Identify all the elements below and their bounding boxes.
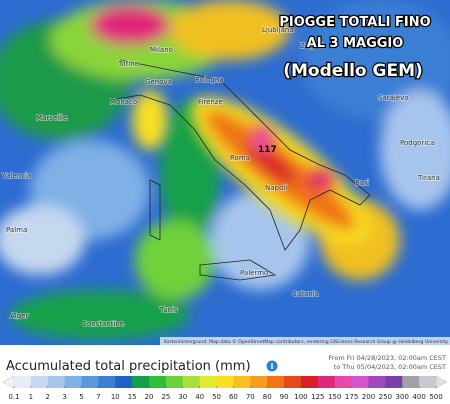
city-label: Valencia: [2, 172, 31, 180]
colorbar-tick-label: 70: [246, 393, 255, 401]
colorbar-bin: [199, 376, 217, 388]
colorbar-tick-label: 10: [111, 393, 120, 401]
coastline: [109, 59, 371, 281]
city-label: Milano: [150, 46, 173, 54]
colorbar-bin: [132, 376, 150, 388]
city-label: Torino: [117, 60, 139, 68]
city-label: Constantine: [82, 320, 124, 328]
city-label: Alger: [10, 312, 28, 320]
colorbar-tick-label: 0.1: [8, 393, 19, 401]
colorbar-bin: [402, 376, 420, 388]
city-label: Catania: [292, 290, 319, 298]
colorbar-bin: [149, 376, 167, 388]
colorbar-tick-label: 150: [328, 393, 341, 401]
city-label: Tunis: [159, 306, 178, 314]
max-value-label: 117: [258, 145, 277, 155]
colorbar-tick-label: 1: [29, 393, 33, 401]
colorbar-bin: [216, 376, 234, 388]
colorbar-bin: [267, 376, 285, 388]
city-label: Palermo: [240, 269, 268, 277]
colorbar-tick-label: 500: [429, 393, 442, 401]
attribution-bg: [160, 337, 450, 345]
city-label: Tirana: [417, 174, 440, 182]
colorbar-bin: [317, 376, 336, 388]
colorbar-tick-label: 7: [96, 393, 100, 401]
colorbar-tick-label: 200: [362, 393, 375, 401]
colorbar-tick-label: 250: [379, 393, 392, 401]
info-icon[interactable]: [266, 360, 278, 372]
overlay-title: PIOGGE TOTALI FINO: [279, 15, 430, 30]
date-to: to Thu 05/04/2023, 02:00am CEST: [334, 363, 446, 371]
colorbar-bin: [30, 376, 49, 388]
colorbar-bin: [165, 376, 184, 388]
colorbar-tick-label: 50: [212, 393, 221, 401]
city-label: Napoli: [265, 184, 287, 192]
colorbar-bin: [233, 376, 251, 388]
colorbar-tick-label: 40: [195, 393, 204, 401]
date-from: From Fri 04/28/2023, 02:00am CEST: [329, 354, 446, 362]
colorbar-tick-label: 400: [412, 393, 425, 401]
colorbar-bin: [300, 376, 319, 388]
colorbar-tick-label: 2: [46, 393, 50, 401]
colorbar-tick-label: 3: [62, 393, 66, 401]
city-label: Genova: [145, 78, 172, 86]
city-label: Sarajevo: [378, 94, 409, 102]
city-label: Roma: [230, 154, 250, 162]
overlay-title: (Modello GEM): [283, 61, 423, 81]
colorbar: 0.1 1 2 3 5 7 10 15 20 25 30 40 50 60 70 80 90 100 125 150 1…: [8, 376, 443, 401]
colorbar-bin: [385, 376, 403, 388]
colorbar-tick-label: 175: [345, 393, 358, 401]
city-label: Podgorica: [400, 139, 434, 147]
colorbar-tick-label: 25: [161, 393, 170, 401]
colorbar-bin: [419, 376, 437, 388]
colorbar-tick-label: 90: [280, 393, 289, 401]
map: Ljubljana Zagreb Torino Milano Genova Bo…: [0, 0, 450, 345]
legend-panel: [0, 345, 450, 404]
colorbar-tick-label: 20: [145, 393, 154, 401]
colorbar-bin: [47, 376, 65, 388]
info-icon-glyph: i: [271, 362, 274, 371]
colorbar-tick-label: 80: [263, 393, 272, 401]
city-label: Bari: [355, 179, 369, 187]
colorbar-tick-label: 15: [128, 393, 137, 401]
colorbar-tick-label: 60: [229, 393, 238, 401]
colorbar-tick-label: 125: [311, 393, 324, 401]
colorbar-bin: [182, 376, 200, 388]
city-label: Ljubljana: [262, 26, 294, 34]
city-label: Monaco: [110, 98, 137, 106]
overlay-title: AL 3 MAGGIO: [307, 36, 404, 51]
city-label: Zagreb: [300, 42, 326, 50]
legend-title: Accumulated total precipitation (mm): [6, 359, 251, 374]
attribution: Kartenhintergrund: Map data © OpenStreet…: [164, 338, 448, 345]
colorbar-bin: [115, 376, 133, 388]
city-label: Marseille: [36, 114, 67, 122]
colorbar-bin: [351, 376, 369, 388]
colorbar-bin: [81, 376, 99, 388]
city-label: Bologna: [195, 76, 223, 84]
colorbar-bin: [284, 376, 302, 388]
colorbar-bin: [250, 376, 268, 388]
city-label: Palma: [6, 226, 27, 234]
colorbar-bin: [14, 376, 32, 388]
colorbar-bin: [334, 376, 352, 388]
city-label: Firenze: [198, 98, 223, 106]
colorbar-tick-label: 100: [294, 393, 307, 401]
colorbar-bin: [64, 376, 82, 388]
colorbar-bin: [368, 376, 386, 388]
colorbar-tick-label: 5: [79, 393, 83, 401]
colorbar-tick-label: 30: [178, 393, 187, 401]
colorbar-bin: [98, 376, 116, 388]
colorbar-tick-label: 300: [396, 393, 409, 401]
